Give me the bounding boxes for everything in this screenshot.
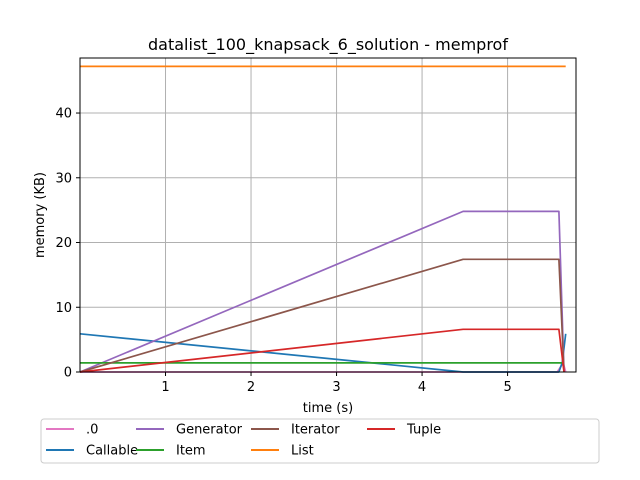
series-line-tuple <box>79 328 565 373</box>
plot-area <box>80 58 576 372</box>
legend: .0 Callable Generator Item Iterator List Tuple <box>40 418 600 464</box>
x-axis-ticks: 1 2 3 4 5 <box>161 372 512 395</box>
series-line-generator <box>79 210 565 373</box>
y-axis-ticks: 0 10 20 30 40 <box>55 107 80 381</box>
legend-frame <box>40 418 600 464</box>
legend-label-list: List <box>291 444 314 459</box>
legend-label-0: .0 <box>86 423 98 438</box>
x-tick-label: 1 <box>161 380 169 395</box>
legend-label-tuple: Tuple <box>406 423 441 438</box>
y-tick-label: 30 <box>55 171 72 186</box>
x-tick-label: 5 <box>503 380 511 395</box>
y-tick-label: 10 <box>55 301 72 316</box>
legend-label-iterator: Iterator <box>291 423 340 438</box>
legend-entries: .0 Callable Generator Item Iterator List Tuple <box>46 423 441 459</box>
x-tick-label: 3 <box>332 380 340 395</box>
x-axis-label: time (s) <box>303 401 353 416</box>
legend-label-callable: Callable <box>86 444 138 459</box>
x-tick-label: 2 <box>247 380 255 395</box>
legend-label-generator: Generator <box>176 423 243 438</box>
y-tick-label: 40 <box>55 107 72 122</box>
series-line-iterator <box>79 258 565 373</box>
plot-frame <box>79 57 577 373</box>
y-tick-label: 20 <box>55 236 72 251</box>
chart-title: datalist_100_knapsack_6_solution - mempr… <box>148 35 508 55</box>
y-tick-label: 0 <box>64 366 72 381</box>
legend-label-item: Item <box>176 444 206 459</box>
y-axis-label: memory (KB) <box>33 172 48 258</box>
x-tick-label: 4 <box>418 380 426 395</box>
